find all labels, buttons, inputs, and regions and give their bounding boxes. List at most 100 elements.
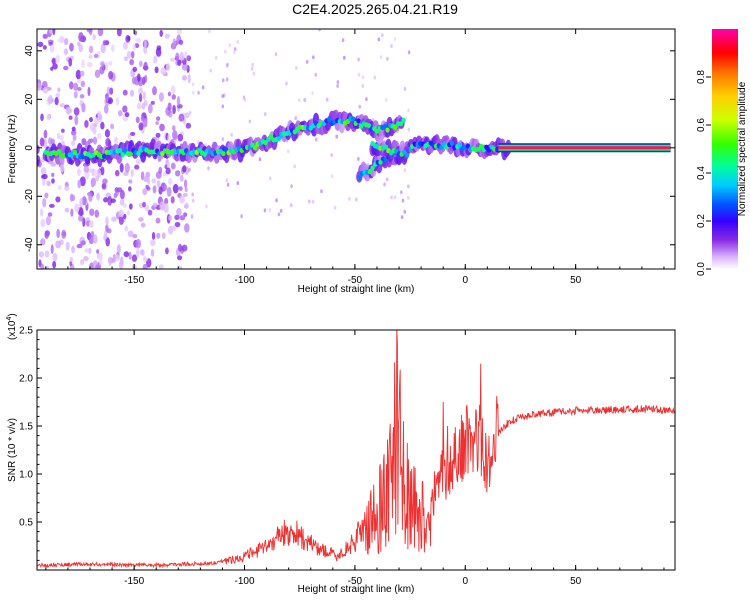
noise-dot bbox=[89, 208, 95, 216]
noise-dot bbox=[88, 247, 92, 255]
noise-dot bbox=[93, 53, 99, 59]
noise-dot bbox=[279, 208, 283, 213]
noise-dot bbox=[178, 113, 185, 122]
noise-dot bbox=[78, 32, 84, 42]
spectrogram-frame bbox=[36, 28, 676, 270]
noise-dot bbox=[131, 76, 137, 85]
noise-dot bbox=[165, 167, 171, 175]
noise-dot bbox=[172, 125, 176, 132]
noise-dot bbox=[65, 106, 72, 115]
x-tick-label: 50 bbox=[570, 275, 582, 286]
noise-dot bbox=[119, 189, 125, 200]
noise-dot bbox=[40, 263, 45, 269]
noise-dot bbox=[51, 178, 55, 184]
noise-dot bbox=[167, 133, 171, 144]
noise-dot bbox=[122, 105, 128, 113]
spectrogram-axes: -150 -100 -50 0 50 -40 -20 0 20 40 bbox=[24, 29, 675, 286]
noise-dot bbox=[357, 72, 361, 77]
noise-dot bbox=[105, 137, 111, 147]
noise-dot bbox=[88, 193, 93, 202]
noise-dot bbox=[185, 122, 192, 129]
noise-dot bbox=[50, 138, 55, 145]
noise-dot bbox=[100, 121, 105, 130]
noise-dot bbox=[50, 244, 54, 255]
noise-dot bbox=[44, 231, 49, 239]
noise-dot bbox=[400, 190, 403, 195]
noise-dot bbox=[406, 195, 410, 200]
noise-dot bbox=[116, 29, 122, 37]
noise-dot bbox=[385, 177, 389, 182]
colorbar-axes: 0.0 0.2 0.4 0.6 0.8 bbox=[696, 70, 711, 276]
ridge-point bbox=[221, 151, 226, 157]
noise-dot bbox=[99, 65, 105, 75]
noise-dot bbox=[93, 117, 100, 125]
noise-dot bbox=[294, 66, 298, 71]
ridge-point bbox=[478, 143, 484, 149]
noise-dot bbox=[55, 196, 61, 203]
noise-dot bbox=[124, 56, 128, 62]
noise-dot bbox=[138, 122, 144, 131]
noise-dot bbox=[142, 201, 146, 208]
noise-dot bbox=[86, 61, 93, 68]
noise-dot bbox=[140, 116, 145, 122]
noise-dot bbox=[226, 62, 229, 67]
noise-dot bbox=[166, 160, 171, 169]
noise-dot bbox=[127, 133, 132, 140]
noise-dot bbox=[150, 100, 155, 105]
y-tick-label: 0.5 bbox=[19, 518, 33, 529]
ridge-point bbox=[72, 149, 78, 156]
snr-frame bbox=[36, 329, 676, 571]
noise-dot bbox=[263, 112, 267, 117]
noise-dot bbox=[140, 222, 146, 228]
noise-dot bbox=[143, 257, 148, 262]
noise-dot bbox=[147, 209, 153, 216]
noise-dot bbox=[153, 202, 158, 208]
noise-dot bbox=[312, 55, 315, 60]
noise-dot bbox=[140, 171, 145, 181]
noise-dot bbox=[81, 59, 85, 69]
noise-dot bbox=[100, 166, 105, 176]
noise-dot bbox=[97, 132, 102, 140]
noise-dot bbox=[214, 55, 218, 60]
noise-dot bbox=[138, 87, 144, 95]
noise-dot bbox=[55, 240, 62, 249]
noise-dot bbox=[55, 54, 60, 64]
colorbar-tick-label: 0.2 bbox=[696, 214, 707, 228]
noise-dot bbox=[62, 231, 67, 237]
noise-dot bbox=[407, 184, 410, 189]
noise-dot bbox=[142, 91, 146, 101]
noise-dot bbox=[179, 195, 185, 204]
noise-dot bbox=[126, 210, 130, 216]
noise-dot bbox=[373, 75, 377, 80]
noise-dot bbox=[81, 196, 87, 206]
noise-dot bbox=[165, 247, 169, 255]
noise-dot bbox=[117, 110, 123, 117]
noise-dot bbox=[233, 47, 237, 52]
noise-dot bbox=[320, 189, 323, 194]
x-tick-label: -100 bbox=[235, 275, 255, 286]
noise-dot bbox=[71, 126, 76, 132]
noise-dot bbox=[144, 204, 150, 212]
y-tick-label: 1.0 bbox=[19, 470, 33, 481]
noise-dot bbox=[51, 172, 55, 178]
noise-dot bbox=[170, 57, 176, 62]
noise-dot bbox=[43, 129, 48, 139]
noise-dot bbox=[123, 41, 128, 50]
noise-dot bbox=[100, 61, 105, 67]
chart-title: C2E4.2025.265.04.21.R19 bbox=[292, 1, 458, 17]
noise-dot bbox=[127, 230, 134, 238]
noise-dot bbox=[102, 40, 107, 46]
noise-dot bbox=[152, 185, 157, 194]
noise-dot bbox=[93, 169, 97, 177]
noise-dot bbox=[123, 251, 130, 258]
snr-scale-exponent: 4 bbox=[6, 317, 13, 321]
noise-dot bbox=[64, 207, 70, 213]
noise-dot bbox=[205, 204, 208, 209]
noise-dot bbox=[107, 97, 114, 105]
noise-dot bbox=[225, 77, 229, 82]
noise-dot bbox=[70, 208, 74, 217]
ridge-point bbox=[56, 148, 62, 155]
noise-dot bbox=[175, 52, 180, 61]
noise-dot bbox=[68, 81, 74, 90]
noise-dot bbox=[37, 41, 44, 48]
